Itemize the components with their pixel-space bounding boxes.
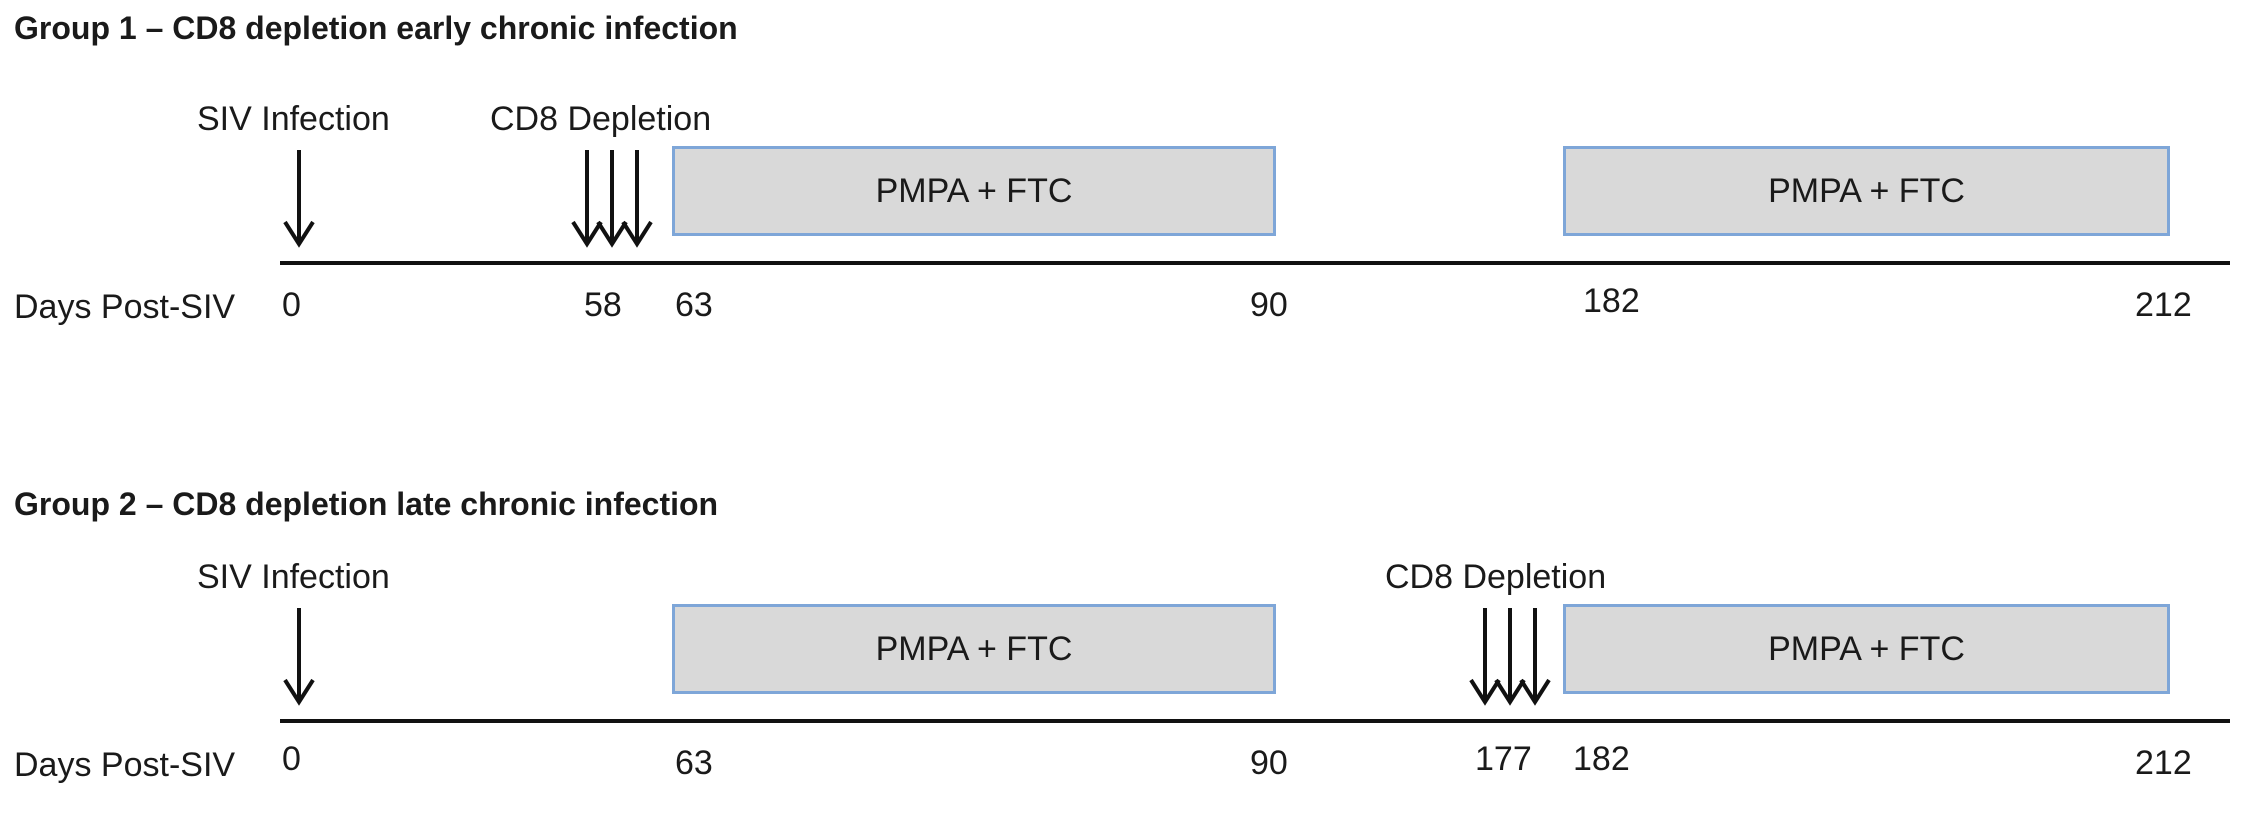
cd8-depletion-arrow (1494, 608, 1526, 706)
day-tick: 182 (1573, 740, 1630, 778)
treatment-bar-pmpa-ftc: PMPA + FTC (672, 146, 1276, 236)
day-tick: 182 (1583, 282, 1640, 320)
group-title: Group 2 – CD8 depletion late chronic inf… (14, 486, 719, 522)
cd8-depletion-label: CD8 Depletion (1385, 558, 1607, 596)
group-title: Group 1 – CD8 depletion early chronic in… (14, 10, 738, 46)
group-2-timeline: Group 2 – CD8 depletion late chronic inf… (0, 458, 2245, 818)
siv-infection-arrow (283, 608, 315, 706)
cd8-depletion-arrow (621, 150, 653, 248)
treatment-bar-pmpa-ftc: PMPA + FTC (1563, 146, 2170, 236)
siv-infection-arrow (283, 150, 315, 248)
day-tick: 177 (1475, 740, 1532, 778)
days-post-siv-label: Days Post-SIV (14, 746, 236, 784)
day-tick: 63 (675, 286, 713, 324)
treatment-bar-pmpa-ftc: PMPA + FTC (672, 604, 1276, 694)
treatment-bar-pmpa-ftc: PMPA + FTC (1563, 604, 2170, 694)
cd8-depletion-arrow (1469, 608, 1501, 706)
day-tick: 212 (2135, 744, 2192, 782)
siv-infection-label: SIV Infection (197, 558, 390, 596)
group-1-timeline: Group 1 – CD8 depletion early chronic in… (0, 0, 2245, 360)
cd8-depletion-arrow (571, 150, 603, 248)
timeline-axis (280, 719, 2230, 723)
timeline-diagram: Group 1 – CD8 depletion early chronic in… (0, 0, 2245, 784)
days-post-siv-label: Days Post-SIV (14, 288, 236, 326)
day-tick: 90 (1250, 744, 1288, 782)
day-tick: 90 (1250, 286, 1288, 324)
day-tick: 0 (282, 286, 301, 324)
day-tick: 58 (584, 286, 622, 324)
timeline-axis (280, 261, 2230, 265)
day-tick: 0 (282, 740, 301, 778)
siv-infection-label: SIV Infection (197, 100, 390, 138)
day-tick: 63 (675, 744, 713, 782)
cd8-depletion-arrow (596, 150, 628, 248)
cd8-depletion-arrow (1519, 608, 1551, 706)
day-tick: 212 (2135, 286, 2192, 324)
cd8-depletion-label: CD8 Depletion (490, 100, 712, 138)
